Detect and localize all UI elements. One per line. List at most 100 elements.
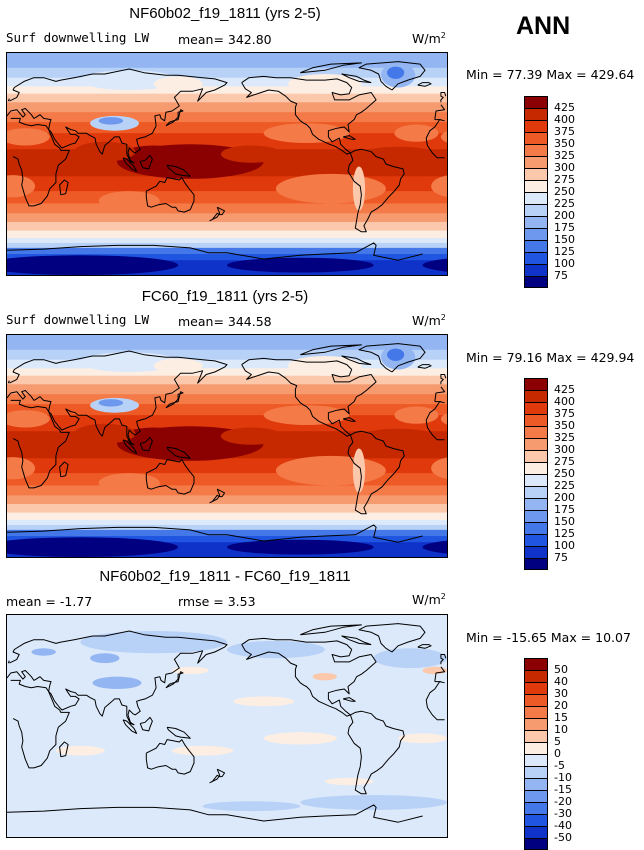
diff-blob bbox=[398, 733, 447, 744]
field-blob bbox=[352, 448, 366, 493]
coastline-antarctica bbox=[7, 524, 423, 543]
colorbar-swatch bbox=[524, 132, 548, 144]
coastline-borneo bbox=[139, 436, 153, 452]
colorbar-swatch bbox=[524, 754, 548, 766]
diff-blob bbox=[90, 653, 120, 664]
coastline-uk bbox=[7, 374, 447, 385]
coastline-sumatra bbox=[122, 157, 138, 172]
colorbar-tick-label: 200 bbox=[554, 491, 575, 504]
field-band bbox=[7, 512, 447, 521]
colorbar-tick-label: 225 bbox=[554, 479, 575, 492]
colorbar-swatch bbox=[524, 766, 548, 778]
field-blob bbox=[98, 117, 124, 125]
coastline-namerica bbox=[241, 75, 377, 155]
colorbar-swatch bbox=[524, 378, 548, 390]
coastline-uk bbox=[7, 92, 447, 103]
colorbar-swatch bbox=[524, 228, 548, 240]
colorbar-swatch bbox=[524, 120, 548, 132]
field-blob bbox=[263, 123, 350, 144]
field-blob bbox=[422, 540, 447, 554]
field-blob bbox=[80, 70, 179, 90]
colorbar-swatch bbox=[524, 156, 548, 168]
colorbar-swatch bbox=[524, 96, 548, 108]
panel3-map bbox=[6, 614, 448, 838]
colorbar-swatch bbox=[524, 522, 548, 534]
field-blob bbox=[7, 537, 179, 557]
colorbar-swatch bbox=[524, 802, 548, 814]
field-blob bbox=[153, 76, 203, 92]
field-band bbox=[7, 86, 447, 95]
coastline-newzealand bbox=[209, 206, 226, 222]
season-label: ANN bbox=[516, 12, 571, 40]
coastline-antarctica bbox=[7, 804, 423, 823]
colorbar-swatch bbox=[524, 658, 548, 670]
field-band bbox=[7, 53, 447, 69]
panel1-map-svg bbox=[7, 53, 447, 275]
panel3-title: NF60b02_f19_1811 - FC60_f19_1811 bbox=[99, 568, 351, 585]
field-blob bbox=[288, 355, 362, 376]
colorbar-tick-label: 5 bbox=[554, 735, 561, 748]
colorbar-tick-label: 175 bbox=[554, 503, 575, 516]
colorbar-frame bbox=[524, 96, 548, 288]
coastline-arcticisl bbox=[300, 624, 362, 636]
field-blob bbox=[431, 457, 447, 479]
colorbar-swatch bbox=[524, 192, 548, 204]
colorbar-swatch bbox=[524, 144, 548, 156]
field-blob bbox=[361, 146, 435, 162]
coastline-samerica bbox=[347, 710, 405, 795]
field-band bbox=[7, 485, 447, 496]
colorbar-tick-label: 250 bbox=[554, 185, 575, 198]
field-band bbox=[7, 404, 447, 416]
coastline-eurasia bbox=[7, 68, 446, 164]
field-band bbox=[7, 529, 447, 537]
diff-blob bbox=[312, 672, 337, 681]
colorbar-tick-label: 150 bbox=[554, 515, 575, 528]
coastline-africa bbox=[10, 399, 445, 489]
colorbar-tick-label: -10 bbox=[554, 771, 572, 784]
panel3-minmax: Min = -15.65 Max = 10.07 bbox=[466, 630, 631, 645]
colorbar-tick-label: 375 bbox=[554, 407, 575, 420]
coastline-newguinea bbox=[166, 446, 191, 459]
colorbar-swatch bbox=[524, 682, 548, 694]
coastline-japan bbox=[165, 391, 184, 409]
field-band bbox=[7, 230, 447, 239]
field-band bbox=[7, 247, 447, 255]
colorbar-tick-label: 300 bbox=[554, 443, 575, 456]
colorbar-tick-label: 425 bbox=[554, 101, 575, 114]
coastline-africa bbox=[10, 679, 445, 769]
coastlines bbox=[7, 61, 447, 261]
colorbar-tick-label: 350 bbox=[554, 419, 575, 432]
panel2-title: FC60_f19_1811 (yrs 2-5) bbox=[141, 288, 309, 305]
diff-blob bbox=[92, 676, 142, 689]
field-blob bbox=[394, 124, 439, 142]
colorbar-swatch bbox=[524, 450, 548, 462]
coastline-sumatra bbox=[122, 439, 138, 454]
colorbar-swatch bbox=[524, 486, 548, 498]
panel2-map bbox=[6, 334, 448, 558]
coastline-sumatra bbox=[122, 719, 138, 734]
colorbar-tick-label: 20 bbox=[554, 699, 568, 712]
colorbar-swatch bbox=[524, 462, 548, 474]
field-blob bbox=[387, 66, 405, 79]
diff-blob bbox=[172, 745, 234, 756]
colorbar-tick-label: 175 bbox=[554, 221, 575, 234]
field-band bbox=[7, 503, 447, 514]
diff-blob bbox=[31, 648, 56, 656]
colorbar-swatch bbox=[524, 414, 548, 426]
colorbar-swatch bbox=[524, 402, 548, 414]
field-blob bbox=[7, 128, 50, 146]
coastline-greenland bbox=[358, 623, 426, 653]
diff-blob bbox=[172, 666, 209, 675]
colorbar-tick-label: 325 bbox=[554, 149, 575, 162]
field-blob bbox=[263, 405, 350, 426]
panel2-field-label: Surf downwelling LW bbox=[6, 312, 149, 327]
coastline-newguinea bbox=[166, 726, 191, 739]
coastline-antarctica bbox=[7, 242, 423, 261]
colorbar-tick-label: -50 bbox=[554, 831, 572, 844]
colorbar-swatch bbox=[524, 546, 548, 558]
colorbar-frame bbox=[524, 658, 548, 850]
field-blob bbox=[98, 473, 160, 493]
field-blob bbox=[7, 175, 36, 198]
colorbar-swatch bbox=[524, 534, 548, 546]
field-blob bbox=[227, 539, 374, 555]
